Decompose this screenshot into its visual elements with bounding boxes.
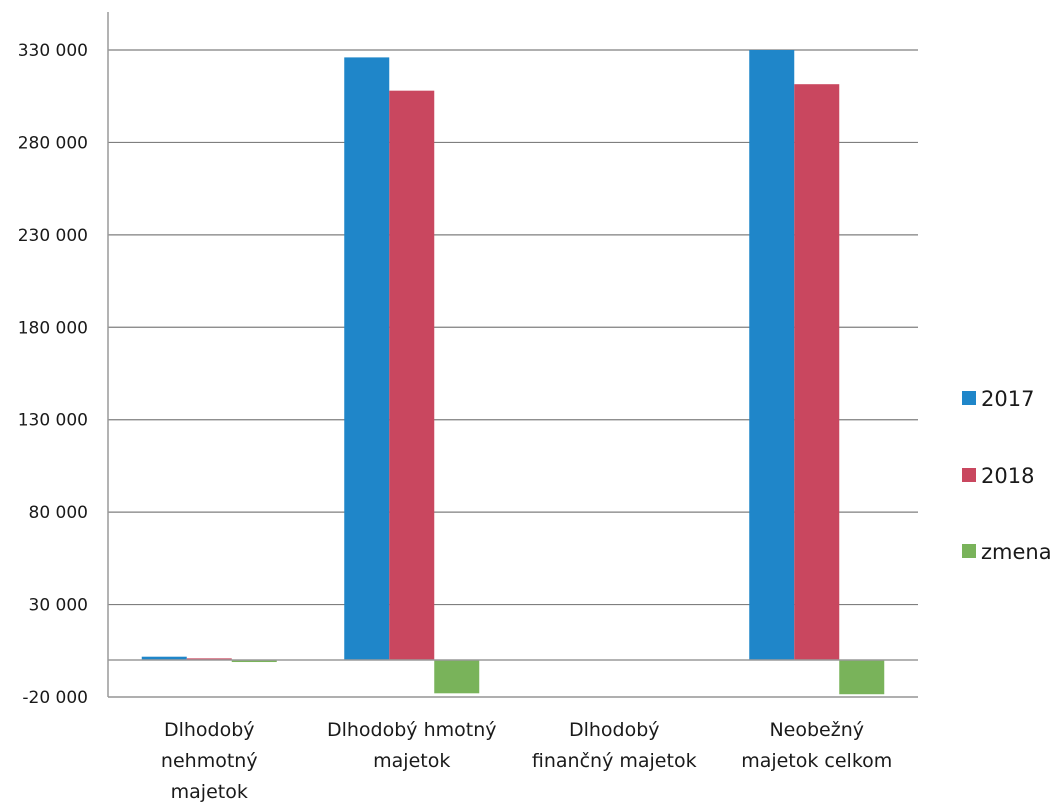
legend-label: 2017 — [981, 387, 1034, 411]
legend-swatch-2017 — [962, 391, 976, 405]
y-tick-label: 230 000 — [18, 226, 88, 246]
bar-2018-1 — [389, 90, 435, 661]
bar-zmena-3 — [839, 660, 885, 695]
y-tick-label: 330 000 — [18, 41, 88, 61]
y-tick-label: 80 000 — [29, 503, 88, 523]
bar-2018-3 — [794, 84, 840, 661]
category-label: majetok — [171, 781, 248, 803]
legend-swatch-2018 — [962, 468, 976, 482]
category-label: Dlhodobý — [569, 719, 660, 741]
y-tick-label: 30 000 — [29, 596, 88, 616]
bar-2017-0 — [141, 656, 187, 661]
bars — [141, 50, 885, 695]
category-label: majetok — [373, 750, 450, 772]
gridlines — [108, 49, 918, 698]
legend-label: zmena — [981, 540, 1052, 564]
y-tick-label: -20 000 — [22, 688, 88, 708]
bar-2017-1 — [344, 57, 390, 661]
bar-zmena-1 — [434, 660, 480, 694]
bar-zmena-0 — [231, 660, 277, 663]
category-label: majetok celkom — [741, 750, 892, 772]
y-axis-tick-labels: -20 000 30 000 80 000 130 000 180 000 230 000… — [18, 41, 88, 708]
legend-label: 2018 — [981, 464, 1034, 488]
category-label: Dlhodobý — [164, 719, 255, 741]
category-label: Dlhodobý hmotný — [327, 719, 497, 741]
category-labels: Dlhodobý nehmotný majetok Dlhodobý hmotný ma… — [161, 719, 892, 803]
category-label: finančný majetok — [532, 750, 697, 772]
y-tick-label: 280 000 — [18, 133, 88, 153]
legend-swatch-zmena — [962, 544, 976, 558]
category-label: Neobežný — [769, 719, 864, 741]
legend: 2017 2018 zmena — [962, 387, 1052, 564]
y-tick-label: 130 000 — [18, 411, 88, 431]
category-label: nehmotný — [161, 750, 258, 772]
bar-2017-3 — [749, 50, 795, 661]
y-tick-label: 180 000 — [18, 318, 88, 338]
